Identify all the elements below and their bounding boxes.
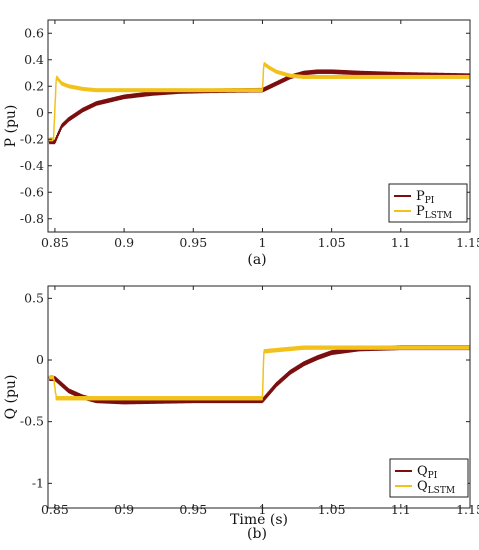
x-tick-label: 0.9 bbox=[114, 235, 134, 250]
y-axis-title: P (pu) bbox=[3, 105, 19, 148]
x-tick-label: 0.95 bbox=[179, 235, 207, 250]
plot-frame bbox=[47, 285, 471, 509]
x-tick-label: 1.15 bbox=[456, 235, 479, 250]
y-tick-label: 0.5 bbox=[24, 290, 44, 305]
legend-label: QPI bbox=[417, 464, 438, 481]
y-tick-label: -1 bbox=[32, 475, 44, 490]
chart-panel-b: 0.85 0.9 0.95 1 1.05 1.1 1.15 -1 -0.5 0 0.5 Q (pu) T… bbox=[3, 285, 479, 542]
series-line-pi bbox=[48, 69, 470, 145]
x-tick-label: 1.15 bbox=[456, 502, 479, 517]
y-tick-label: -0.2 bbox=[20, 131, 44, 146]
y-tick-label: 0.6 bbox=[24, 25, 44, 40]
series-group bbox=[48, 62, 470, 145]
x-tick-label: 1.1 bbox=[391, 502, 411, 517]
y-tick-label: -0.6 bbox=[20, 184, 44, 199]
x-tick-label: 1.05 bbox=[318, 502, 346, 517]
y-tick-label: 0 bbox=[36, 352, 44, 367]
legend-label: PPI bbox=[416, 189, 435, 206]
x-tick-label: 0.95 bbox=[179, 502, 207, 517]
y-tick-label: 0.2 bbox=[24, 78, 44, 93]
y-tick-label: -0.4 bbox=[20, 158, 44, 173]
legend-label: QLSTM bbox=[417, 479, 455, 496]
series-line-lstm bbox=[48, 62, 470, 142]
legend-box bbox=[388, 183, 468, 223]
y-tick-label: -0.8 bbox=[20, 211, 44, 226]
x-tick-label: 1.05 bbox=[318, 235, 346, 250]
x-tick-label: 1 bbox=[258, 235, 266, 250]
panel-caption: (a) bbox=[247, 252, 266, 268]
series-line-lstm bbox=[48, 345, 470, 401]
x-tick-label: 1.1 bbox=[391, 235, 411, 250]
legend-label: PLSTM bbox=[416, 204, 452, 221]
y-axis-title: Q (pu) bbox=[3, 375, 19, 420]
y-tick-label: 0 bbox=[36, 105, 44, 120]
chart-panel-a: 0.85 0.9 0.95 1 1.05 1.1 1.15 -0.8 -0.6 -0.4 -0.2 0… bbox=[3, 19, 479, 268]
y-tick-label: 0.4 bbox=[24, 52, 44, 67]
x-tick-label: 0.85 bbox=[41, 235, 69, 250]
x-tick-label: 1 bbox=[258, 502, 266, 517]
series-line-pi bbox=[48, 345, 470, 405]
y-tick-label: -0.5 bbox=[20, 414, 44, 429]
series-group bbox=[48, 345, 470, 405]
panel-caption: (b) bbox=[247, 526, 267, 542]
x-tick-label: 0.9 bbox=[114, 502, 134, 517]
legend-box bbox=[389, 458, 469, 498]
x-axis-title: Time (s) bbox=[230, 512, 288, 528]
x-tick-label: 0.85 bbox=[41, 502, 69, 517]
plot-frame bbox=[47, 19, 471, 233]
